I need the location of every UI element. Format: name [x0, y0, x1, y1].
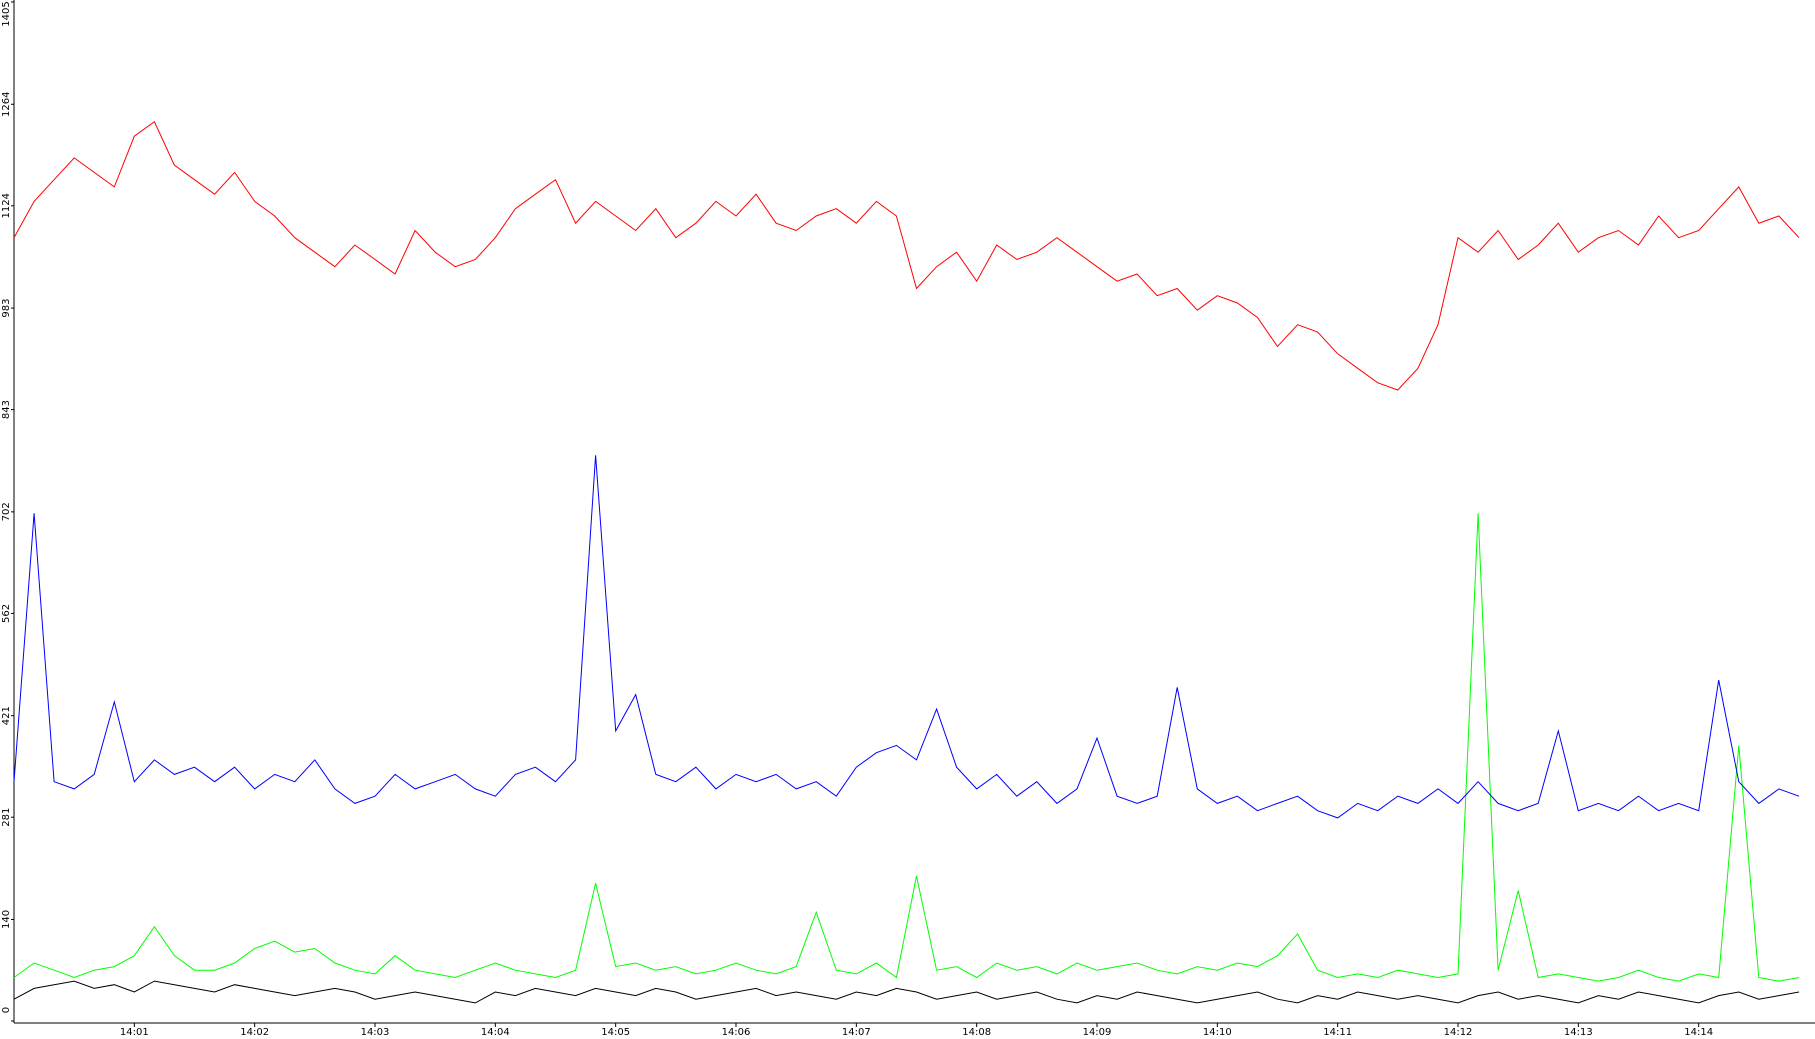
y-tick-label: 421 [1, 706, 12, 725]
y-tick-label: 1124 [1, 193, 12, 218]
y-tick-label: 281 [1, 808, 12, 827]
x-tick-label: 14:05 [601, 1027, 630, 1038]
y-tick-label: 140 [1, 910, 12, 929]
x-tick-label: 14:07 [842, 1027, 871, 1038]
x-tick-label: 14:11 [1323, 1027, 1352, 1038]
y-tick-label: 1405 [1, 1, 12, 26]
x-tick-label: 14:06 [722, 1027, 751, 1038]
series-line [13, 513, 1800, 982]
x-tick-label: 14:10 [1203, 1027, 1232, 1038]
y-tick-label: 562 [1, 604, 12, 623]
x-tick-label: 14:01 [120, 1027, 149, 1038]
x-tick-label: 14:08 [962, 1027, 991, 1038]
x-tick-label: 14:03 [361, 1027, 390, 1038]
x-tick-label: 14:13 [1564, 1027, 1593, 1038]
series-line [13, 980, 1800, 1004]
x-tick-label: 14:14 [1684, 1027, 1713, 1038]
y-tick-label: 983 [1, 299, 12, 318]
series-line [13, 120, 1800, 391]
y-tick-label: 843 [1, 400, 12, 419]
series-line [13, 455, 1800, 819]
x-tick-label: 14:04 [481, 1027, 510, 1038]
y-tick-label: 1264 [1, 92, 12, 117]
x-tick-label: 14:02 [240, 1027, 269, 1038]
y-tick-label: 702 [1, 502, 12, 521]
x-tick-label: 14:12 [1444, 1027, 1473, 1038]
x-tick-label: 14:09 [1083, 1027, 1112, 1038]
y-tick-label: 0 [1, 1007, 12, 1013]
